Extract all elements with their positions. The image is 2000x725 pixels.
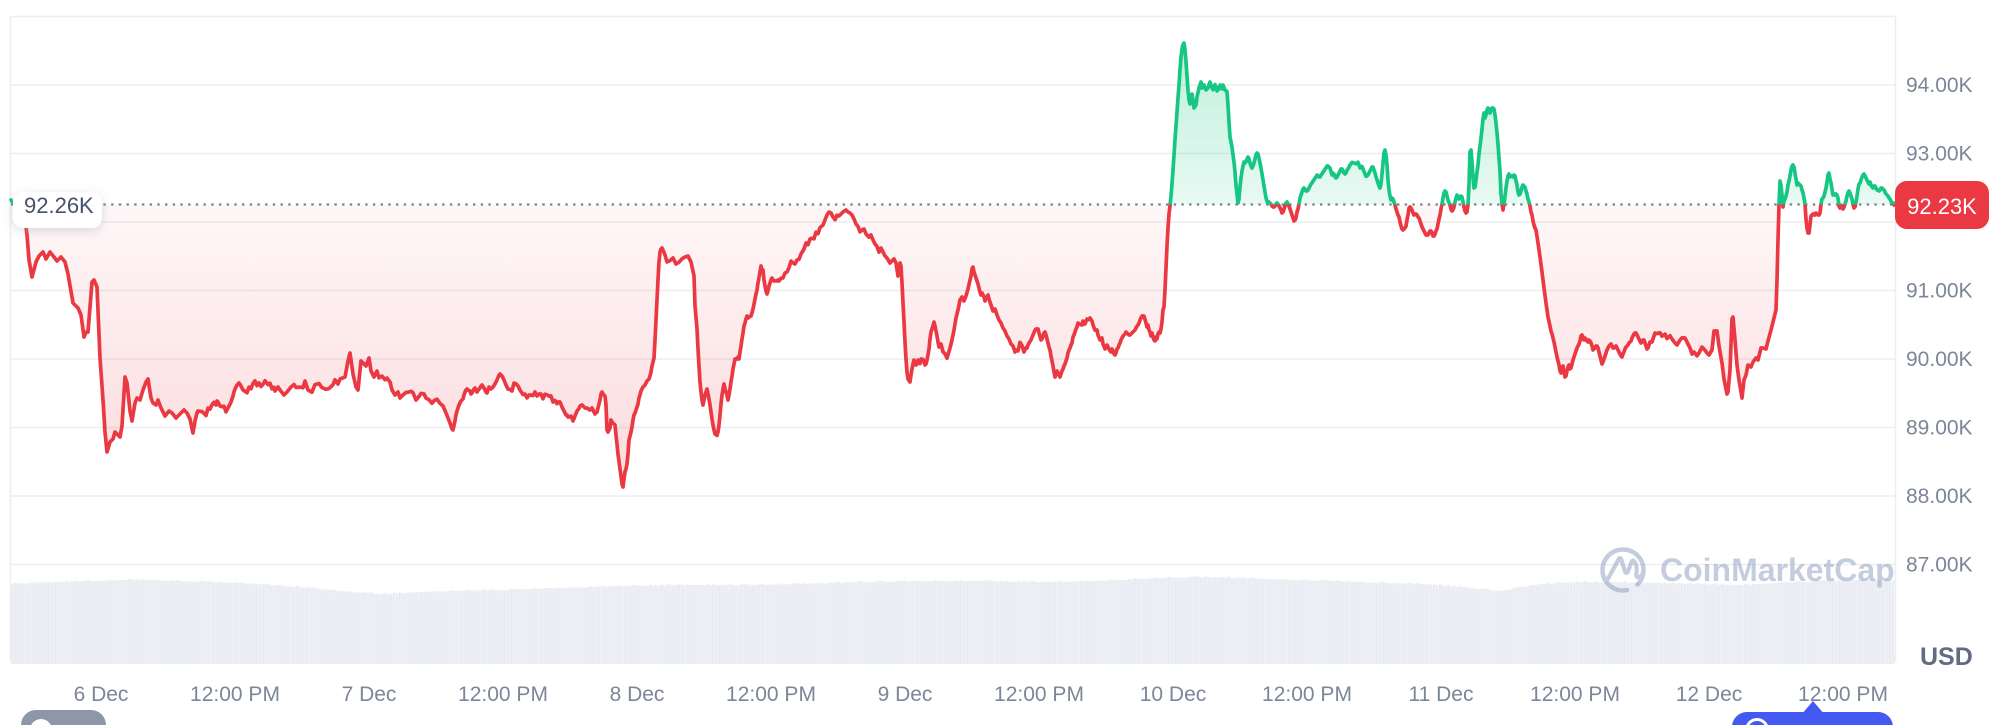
svg-text:92.26K: 92.26K bbox=[24, 193, 94, 218]
svg-text:12:00 PM: 12:00 PM bbox=[1262, 683, 1352, 706]
svg-text:CoinMarketCap: CoinMarketCap bbox=[1660, 552, 1895, 588]
svg-text:91.00K: 91.00K bbox=[1906, 280, 1973, 303]
svg-text:90.00K: 90.00K bbox=[1906, 348, 1973, 371]
svg-text:92.23K: 92.23K bbox=[1907, 194, 1977, 219]
svg-text:93.00K: 93.00K bbox=[1906, 143, 1973, 166]
svg-text:12:00 PM: 12:00 PM bbox=[994, 683, 1084, 706]
svg-text:12:00 PM: 12:00 PM bbox=[1798, 683, 1888, 706]
svg-text:8 Dec: 8 Dec bbox=[610, 683, 665, 706]
svg-text:6 Dec: 6 Dec bbox=[74, 683, 129, 706]
svg-text:7 Dec: 7 Dec bbox=[342, 683, 397, 706]
svg-text:12:00 PM: 12:00 PM bbox=[1530, 683, 1620, 706]
svg-text:94.00K: 94.00K bbox=[1906, 74, 1973, 97]
svg-text:87.00K: 87.00K bbox=[1906, 554, 1973, 577]
svg-text:USD: USD bbox=[1920, 643, 1973, 671]
svg-text:9 Dec: 9 Dec bbox=[878, 683, 933, 706]
svg-text:88.00K: 88.00K bbox=[1906, 485, 1973, 508]
svg-text:12:00 PM: 12:00 PM bbox=[458, 683, 548, 706]
svg-text:12:00 PM: 12:00 PM bbox=[726, 683, 816, 706]
svg-text:89.00K: 89.00K bbox=[1906, 417, 1973, 440]
svg-text:11 Dec: 11 Dec bbox=[1409, 683, 1474, 706]
svg-text:12:00 PM: 12:00 PM bbox=[190, 683, 280, 706]
svg-text:12 Dec: 12 Dec bbox=[1676, 683, 1743, 706]
svg-text:10 Dec: 10 Dec bbox=[1140, 683, 1207, 706]
